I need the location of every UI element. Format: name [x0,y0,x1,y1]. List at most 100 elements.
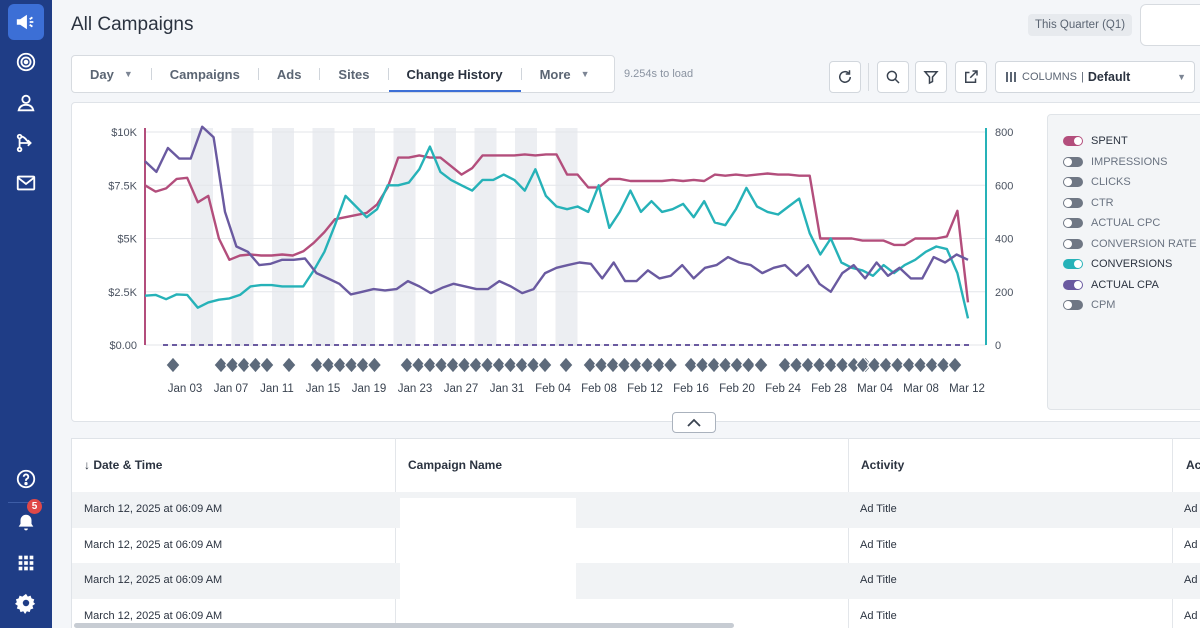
legend-item[interactable]: SPENT [1063,131,1200,152]
export-button[interactable] [955,61,987,93]
tab-sites[interactable]: Sites [320,56,387,92]
legend-label: CONVERSION RATE [1091,237,1197,250]
toggle-switch[interactable] [1063,259,1083,270]
search-button[interactable] [877,61,909,93]
legend-item[interactable]: IMPRESSIONS [1063,152,1200,173]
change-marker-icon [823,356,839,374]
column-header-activity[interactable]: Activity [861,458,905,472]
column-header-campaign[interactable]: Campaign Name [408,458,503,472]
tab-change-history[interactable]: Change History [388,56,521,92]
help-button[interactable] [8,461,44,497]
view-tabs: Day ▼ Campaigns Ads Sites Change History … [71,55,615,93]
change-marker-icon [456,356,473,374]
load-time: 9.254s to load [624,68,694,80]
weekend-band [353,128,375,346]
legend-item[interactable]: ACTUAL CPC [1063,213,1200,234]
column-header-date[interactable]: ↓ Date & Time [84,458,162,472]
toggle-switch[interactable] [1063,279,1083,290]
toggle-switch[interactable] [1063,197,1083,208]
change-marker-icon [366,356,383,374]
tab-more[interactable]: More ▼ [522,56,608,92]
legend-item[interactable]: CONVERSION RATE [1063,234,1200,255]
tab-separator [257,68,259,80]
arrow-down-icon: ↓ [84,458,94,472]
tab-ads[interactable]: Ads [259,56,320,92]
chevron-up-icon [687,418,701,427]
change-marker-icon [514,356,530,374]
tab-day-label: Day [90,66,114,82]
toggle-switch[interactable] [1063,218,1083,229]
toggle-switch[interactable] [1063,136,1083,147]
change-marker-icon [740,356,757,374]
change-marker-icon [537,356,553,374]
toggle-switch[interactable] [1063,177,1083,188]
toolbar-separator [868,63,869,91]
apps-button[interactable] [8,545,44,581]
mail-icon [16,175,36,191]
legend-item[interactable]: CTR [1063,193,1200,214]
notifications-button[interactable]: 5 [8,499,44,541]
toggle-switch[interactable] [1063,300,1083,311]
change-marker-icon [491,356,507,374]
legend-item[interactable]: CPM [1063,295,1200,316]
toggle-switch[interactable] [1063,238,1083,249]
change-marker-icon [399,356,415,374]
sidebar-item-messages[interactable] [8,165,44,201]
table-cell-extra: Ad [1184,503,1198,515]
x-tick-label: Jan 03 [168,383,203,395]
gear-icon [15,593,36,614]
y-right-tick-label: 600 [995,180,1013,192]
tab-separator [387,68,389,80]
x-tick-label: Feb 20 [719,383,755,395]
change-marker-icon [236,356,252,374]
x-tick-label: Mar 04 [857,383,893,395]
table-row[interactable]: March 12, 2025 at 06:09 AM Ad Title Ad [72,492,1200,528]
column-header-extra[interactable]: Ac [1186,458,1200,472]
y-right-tick-label: 200 [995,287,1013,299]
sidebar-item-audience[interactable] [8,85,44,121]
change-marker-icon [651,356,667,374]
legend-label: CTR [1091,196,1114,209]
horizontal-scrollbar[interactable] [74,623,734,628]
tab-campaigns[interactable]: Campaigns [152,56,258,92]
tab-day[interactable]: Day ▼ [72,56,151,92]
search-icon [886,70,900,84]
collapse-chart-button[interactable] [672,412,716,433]
change-marker-icon [422,356,438,374]
change-marker-icon [165,356,181,374]
x-tick-label: Mar 12 [949,383,985,395]
change-marker-icon [224,356,241,374]
columns-icon [1006,72,1016,82]
legend-label: CONVERSIONS [1091,258,1173,271]
table-row[interactable]: March 12, 2025 at 06:09 AM Ad Title Ad [72,528,1200,564]
change-marker-icon [683,356,699,374]
bell-icon [18,514,34,531]
sidebar-item-targeting[interactable] [8,44,44,80]
tab-sites-label: Sites [338,66,370,82]
target-icon [16,52,36,72]
settings-button[interactable] [8,585,44,621]
header-action-box[interactable] [1140,4,1200,46]
change-marker-icon [777,356,793,374]
legend-item[interactable]: CONVERSIONS [1063,254,1200,275]
period-chip[interactable]: This Quarter (Q1) [1028,14,1133,36]
redacted-region [400,498,576,628]
refresh-button[interactable] [829,61,861,93]
sidebar-item-flows[interactable] [8,125,44,161]
sidebar-item-campaigns[interactable] [8,4,44,40]
legend-label: IMPRESSIONS [1091,155,1168,168]
legend-item[interactable]: CLICKS [1063,172,1200,193]
table-cell-date: March 12, 2025 at 06:09 AM [84,503,223,515]
column-divider [395,438,396,628]
columns-select[interactable]: COLUMNS | Default ▼ [995,61,1195,93]
table-row[interactable]: March 12, 2025 at 06:09 AM Ad Title Ad [72,563,1200,599]
y-left-tick-label: $7.5K [108,180,137,192]
legend-item[interactable]: ACTUAL CPA [1063,275,1200,296]
columns-separator: | [1081,71,1084,83]
legend-label: CPM [1091,299,1116,312]
table-row[interactable]: March 12, 2025 at 06:09 AM Ad Title Ad [72,599,1200,628]
toggle-switch[interactable] [1063,156,1083,167]
change-marker-icon [468,356,484,374]
filter-button[interactable] [915,61,947,93]
weekend-band [515,128,537,346]
